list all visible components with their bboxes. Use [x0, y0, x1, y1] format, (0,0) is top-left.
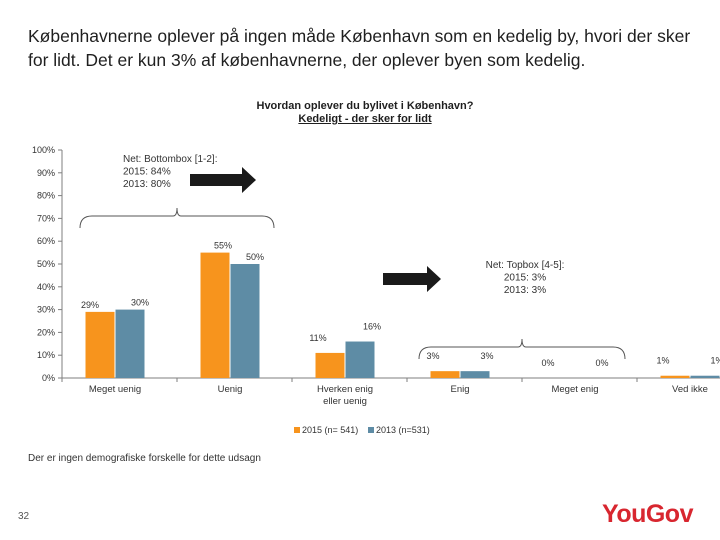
- chart-title-block: Hvordan oplever du bylivet i København? …: [180, 100, 550, 126]
- legend-label: 2015 (n= 541): [302, 425, 358, 435]
- chart-subtitle: Kedeligt - der sker for lidt: [298, 113, 432, 125]
- data-label: 29%: [81, 300, 99, 310]
- y-tick-label: 100%: [32, 145, 55, 155]
- x-category-label: Hverken enig eller uenig: [317, 384, 373, 407]
- data-label: 1%: [656, 356, 669, 366]
- legend-label: 2013 (n=531): [376, 425, 430, 435]
- chart-title: Hvordan oplever du bylivet i København?: [256, 100, 474, 112]
- data-label: 16%: [363, 322, 381, 332]
- bar-2013: [690, 375, 720, 378]
- bar-2013: [115, 309, 145, 378]
- y-tick-label: 60%: [37, 236, 55, 246]
- data-label: 0%: [595, 358, 608, 368]
- data-label: 3%: [426, 351, 439, 361]
- bracket-topbox: [418, 338, 626, 360]
- y-tick-label: 70%: [37, 213, 55, 223]
- arrow-icon: [383, 266, 441, 292]
- data-label: 11%: [309, 333, 326, 343]
- y-tick-label: 30%: [37, 305, 55, 315]
- legend-swatch-2013: [368, 427, 374, 433]
- x-category-label: Meget uenig: [89, 384, 141, 395]
- bar-2015: [200, 252, 230, 378]
- data-label: 1%: [710, 356, 720, 366]
- data-label: 3%: [480, 351, 493, 361]
- y-tick-label: 90%: [37, 168, 55, 178]
- y-tick-label: 50%: [37, 259, 55, 269]
- x-category-label: Uenig: [218, 384, 243, 395]
- data-label: 55%: [214, 241, 232, 251]
- arrow-icon: [190, 167, 256, 193]
- y-tick-label: 80%: [37, 191, 55, 201]
- bar-2013: [460, 371, 490, 378]
- bar-2015: [85, 311, 115, 378]
- y-tick-label: 40%: [37, 282, 55, 292]
- slide-headline: Københavnerne oplever på ingen måde Købe…: [28, 26, 691, 70]
- y-tick-label: 10%: [37, 350, 55, 360]
- y-tick-label: 0%: [42, 373, 55, 383]
- bar-2015: [315, 352, 345, 378]
- data-label: 30%: [131, 298, 149, 308]
- legend-swatch-2015: [294, 427, 300, 433]
- bracket-bottombox: [79, 207, 275, 229]
- x-category-label: Ved ikke: [672, 384, 708, 395]
- annotation-topbox: Net: Topbox [4-5]: 2015: 3% 2013: 3%: [486, 260, 565, 296]
- data-label: 50%: [246, 252, 264, 262]
- bar-2015: [660, 375, 690, 378]
- x-category-label: Meget enig: [551, 384, 598, 395]
- annotation-bottombox: Net: Bottombox [1-2]: 2015: 84% 2013: 80%: [123, 154, 218, 190]
- data-label: 0%: [541, 358, 554, 368]
- y-tick-label: 20%: [37, 327, 55, 337]
- bar-2013: [230, 264, 260, 378]
- page-number: 32: [18, 511, 30, 522]
- yougov-logo: YouGov: [602, 500, 693, 528]
- footnote: Der er ingen demografiske forskelle for …: [28, 453, 261, 464]
- bar-2013: [345, 341, 375, 378]
- x-category-label: Enig: [450, 384, 469, 395]
- bar-2015: [430, 371, 460, 378]
